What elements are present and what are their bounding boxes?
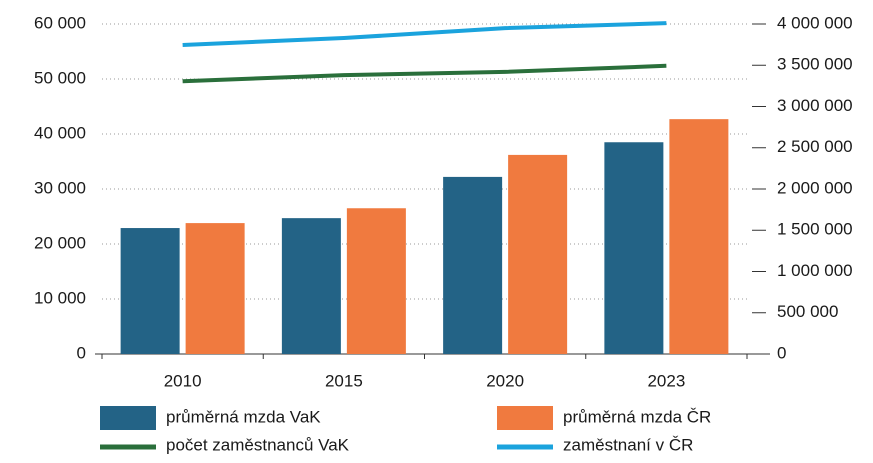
legend-label: počet zaměstnanců VaK (166, 435, 350, 454)
y-tick-label: 20 000 (34, 233, 86, 252)
legend-label: průměrná mzda ČR (563, 407, 711, 426)
line-series (182, 21, 667, 48)
line-series (182, 63, 667, 84)
bar (508, 154, 568, 354)
x-tick-label: 2010 (164, 371, 202, 390)
legend-label: zaměstnaní v ČR (563, 435, 693, 454)
y2-tick-label: 1 000 000 (777, 261, 853, 280)
y2-tick-label: 4 000 000 (777, 13, 853, 32)
bar (443, 176, 503, 354)
legend-label: průměrná mzda VaK (166, 407, 321, 426)
y-tick-label: 10 000 (34, 288, 86, 307)
y-tick-label: 0 (77, 343, 86, 362)
y2-tick-label: 3 000 000 (777, 96, 853, 115)
y-tick-label: 60 000 (34, 13, 86, 32)
x-tick-label: 2015 (325, 371, 363, 390)
legend-swatch (100, 406, 156, 430)
x-tick-label: 2020 (486, 371, 524, 390)
y2-tick-label: 2 000 000 (777, 178, 853, 197)
bar (604, 142, 664, 354)
y-tick-label: 30 000 (34, 178, 86, 197)
y2-tick-label: 3 500 000 (777, 55, 853, 74)
x-tick-label: 2023 (647, 371, 685, 390)
bar (669, 119, 729, 355)
y2-tick-label: 2 500 000 (777, 137, 853, 156)
bar (120, 228, 180, 354)
legend-swatch (497, 406, 553, 430)
bar (346, 208, 406, 354)
y2-tick-label: 1 500 000 (777, 220, 853, 239)
y-tick-label: 50 000 (34, 68, 86, 87)
y2-tick-label: 500 000 (777, 302, 838, 321)
y-tick-label: 40 000 (34, 123, 86, 142)
bar (185, 223, 245, 354)
y2-tick-label: 0 (777, 343, 786, 362)
bar (281, 218, 341, 354)
